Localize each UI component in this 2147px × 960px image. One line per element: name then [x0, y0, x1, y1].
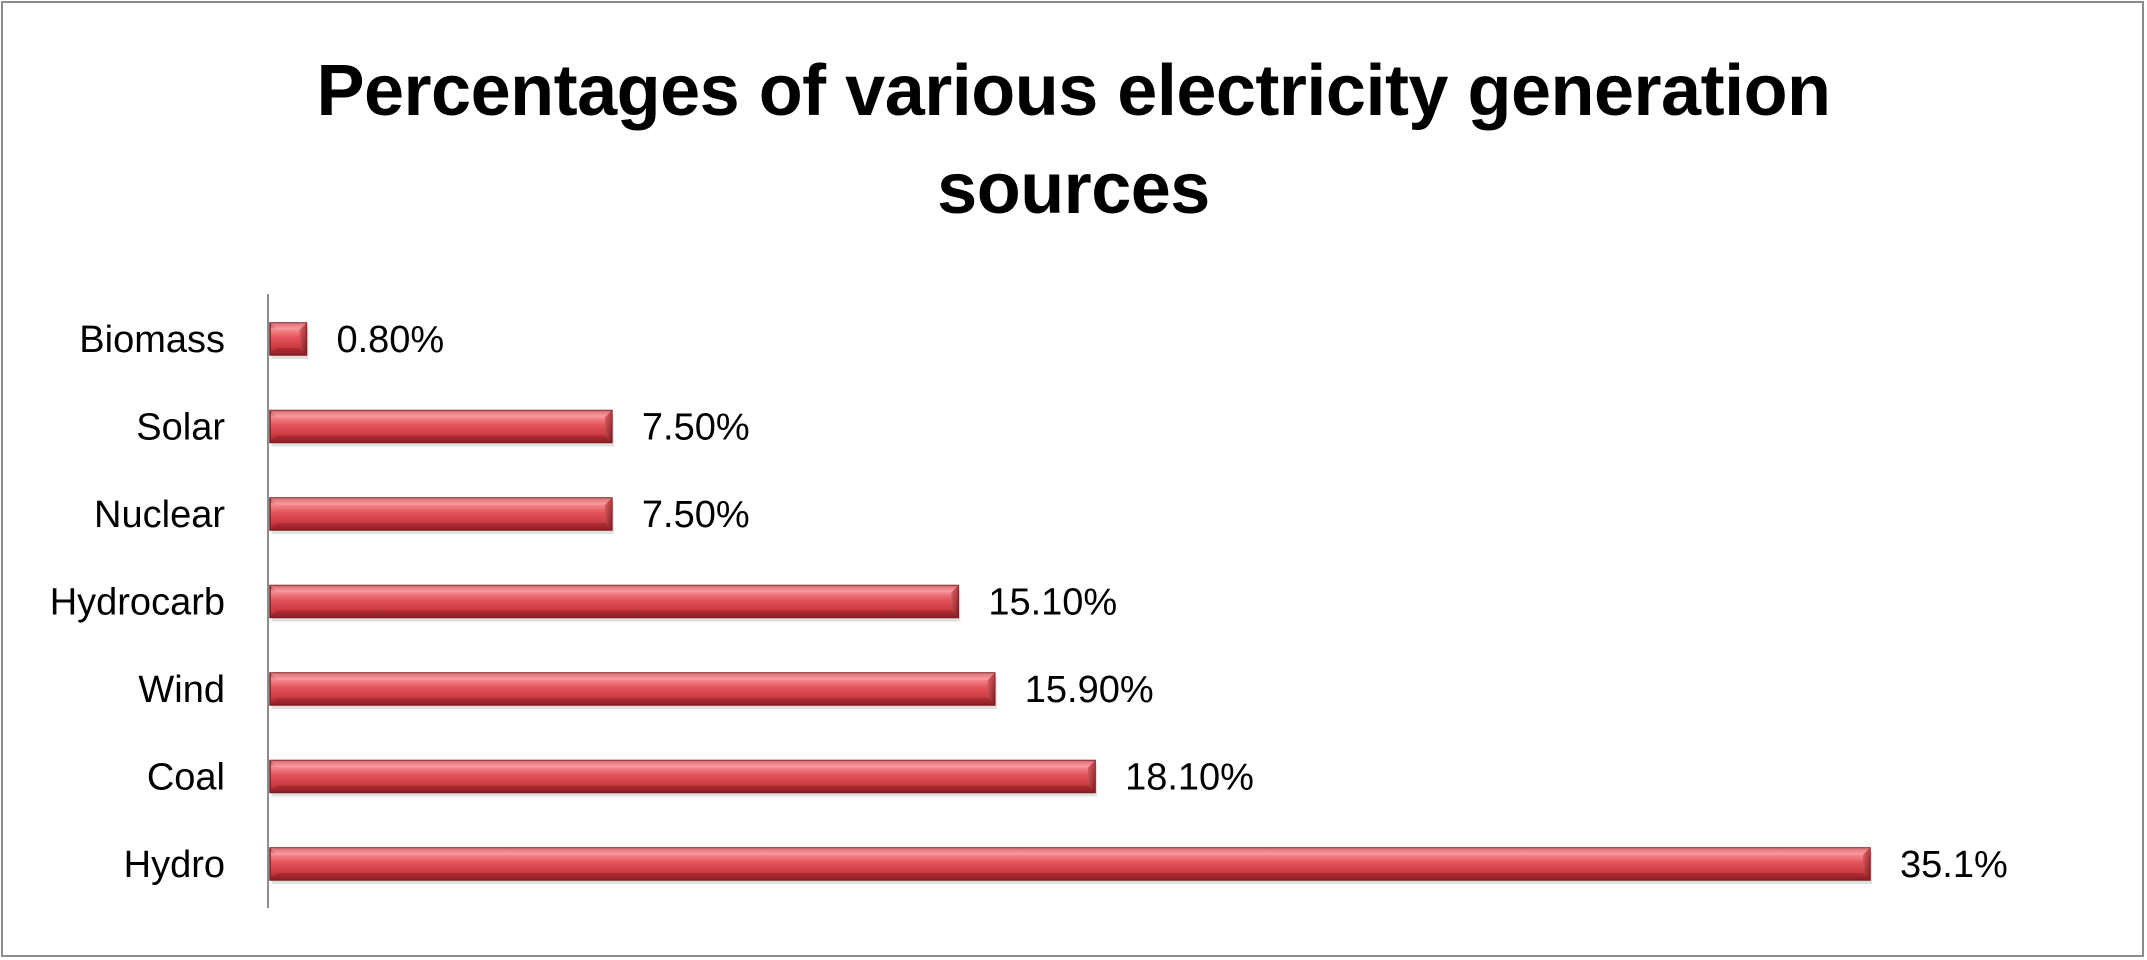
bar-biomass [269, 322, 309, 359]
category-label-coal: Coal [147, 757, 225, 799]
data-label-wind: 15.90% [1025, 669, 1154, 711]
data-label-hydrocarb: 15.10% [988, 582, 1117, 624]
bar-hydrocarb [269, 584, 961, 622]
category-label-hydrocarb: Hydrocarb [50, 582, 225, 624]
bar-coal [269, 759, 1098, 797]
chart-title: Percentages of various electricity gener… [0, 42, 2147, 238]
bars-layer [269, 322, 1872, 884]
data-label-nuclear: 7.50% [642, 494, 750, 536]
bar-nuclear [269, 497, 614, 534]
chart-title-line-1: Percentages of various electricity gener… [316, 51, 1831, 131]
category-label-wind: Wind [138, 669, 225, 711]
category-label-solar: Solar [136, 407, 225, 449]
bar-wind [269, 672, 997, 709]
category-label-nuclear: Nuclear [94, 494, 225, 536]
bar-hydro [269, 847, 1872, 884]
category-label-biomass: Biomass [79, 319, 225, 361]
chart-title-line-2: sources [937, 149, 1210, 229]
data-label-hydro: 35.1% [1900, 844, 2008, 886]
data-label-biomass: 0.80% [336, 319, 444, 361]
data-label-coal: 18.10% [1125, 757, 1254, 799]
data-label-solar: 7.50% [642, 407, 750, 449]
category-label-hydro: Hydro [124, 844, 225, 886]
bar-solar [269, 409, 614, 447]
labels-layer: Biomass 0.80% Solar 7.50% Nuclear 7.50% Hydroc… [50, 319, 2008, 886]
